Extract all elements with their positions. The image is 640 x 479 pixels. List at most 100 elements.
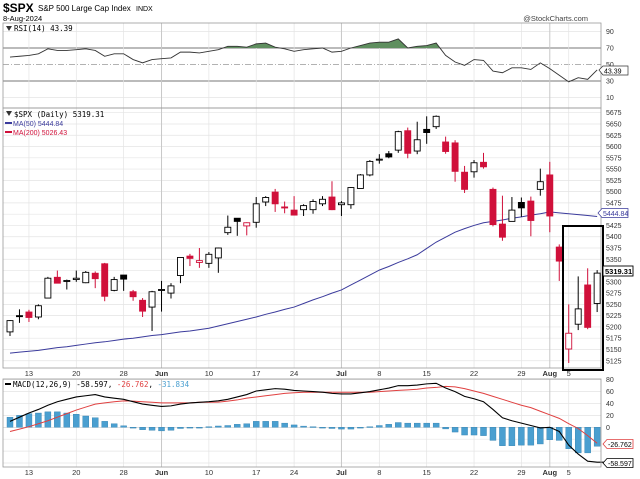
candle-body (233, 217, 241, 222)
candlestick (205, 252, 213, 268)
macd-histogram-bar (357, 427, 364, 429)
candle-body (177, 257, 184, 276)
date-tick-label: 13 (25, 468, 33, 477)
candlestick (16, 309, 23, 323)
candle-body (281, 206, 289, 209)
macd-histogram-bar (82, 415, 89, 428)
candlestick (375, 154, 383, 164)
rsi-last-value: 43.39 (604, 69, 622, 76)
candle-body (517, 201, 525, 209)
price-tick-label: 5275 (606, 291, 622, 298)
candle-body (25, 311, 33, 318)
candlestick (25, 309, 33, 322)
macd-histogram-bar (16, 415, 23, 428)
candle-body (385, 153, 393, 158)
ma50-last-tag: 5444.84 (597, 208, 628, 218)
candlestick (129, 289, 137, 301)
candlestick (252, 197, 260, 228)
candlestick (527, 196, 535, 237)
candlestick (366, 160, 374, 177)
candle-body (432, 115, 440, 128)
candlestick (555, 244, 563, 281)
security-name: S&P 500 Large Cap Index (38, 4, 131, 13)
candlestick (186, 253, 194, 267)
candle-body (44, 277, 52, 299)
macd-histogram-bar (234, 424, 241, 428)
date-tick-label: 8 (377, 468, 381, 477)
price-label: $SPX (Daily) 5319.31 (14, 110, 104, 119)
candlestick (158, 280, 165, 312)
macd-histogram-bar (565, 427, 572, 449)
macd-histogram-bar (527, 427, 535, 446)
candlestick (498, 195, 506, 241)
candle-body (186, 255, 194, 259)
macd-histogram-bar (489, 427, 497, 441)
macd-histogram-bar (73, 414, 80, 428)
macd-tick-label: 60 (606, 389, 614, 396)
candle-body (574, 308, 582, 325)
price-tick-label: 5500 (606, 189, 622, 196)
candle-body (555, 246, 563, 262)
candlestick (72, 270, 80, 282)
ma50-last-value: 5444.84 (603, 211, 628, 218)
price-tick-label: 5475 (606, 200, 622, 207)
date-tick-label: Aug (542, 369, 557, 378)
date-tick-label: 28 (119, 468, 127, 477)
candle-body (413, 139, 421, 152)
candle-body (34, 305, 42, 318)
date-tick-label: Jul (336, 468, 347, 477)
macd-histogram-bar (300, 425, 307, 428)
macd-histogram-bar (158, 427, 165, 432)
price-tick-label: 5200 (606, 324, 622, 331)
price-tick-label: 5125 (606, 358, 622, 365)
candlestick (451, 140, 459, 182)
candle-body (404, 130, 412, 154)
macd-histogram-bar (215, 425, 222, 428)
histogram-value: -31.834 (158, 380, 190, 389)
candle-body (461, 171, 469, 190)
macd-histogram-bar (584, 427, 591, 454)
macd-histogram-bar (167, 427, 175, 431)
candle-body (6, 320, 14, 333)
macd-histogram-bar (575, 427, 582, 454)
candle-body (366, 160, 374, 176)
date-tick-label: 17 (252, 369, 260, 378)
macd-tick-label: 20 (606, 413, 614, 420)
annotation-box (562, 225, 604, 371)
rsi-tick-label: 70 (606, 46, 614, 53)
macd-panel-border (2, 378, 602, 468)
macd-histogram-bar (25, 413, 33, 428)
macd-histogram-bar (432, 422, 440, 428)
candlestick (167, 283, 175, 299)
candle-body (243, 222, 251, 227)
candlestick (6, 320, 14, 336)
date-tick-label: Jun (155, 369, 169, 378)
macd-histogram-bar (593, 427, 601, 447)
macd-histogram-bar (92, 417, 99, 428)
macd-last-tag: -58.597 (602, 458, 634, 468)
macd-histogram-bar (319, 427, 326, 429)
candlestick (271, 188, 279, 212)
macd-tick-label: 40 (606, 401, 614, 408)
rsi-last-tag: 43.39 (598, 65, 629, 76)
macd-histogram-bar (110, 423, 118, 428)
macd-histogram-bar (546, 427, 553, 440)
candle-body (158, 289, 165, 291)
candle-body (498, 223, 506, 238)
candle-body (508, 209, 516, 222)
candlestick (214, 247, 222, 273)
macd-histogram-bar (537, 427, 544, 445)
panel-menu-icon[interactable] (6, 26, 12, 31)
candlestick (574, 276, 582, 331)
candlestick (536, 168, 544, 196)
macd-tick-label: 80 (606, 377, 614, 384)
panel-menu-icon[interactable] (6, 111, 12, 116)
rsi-tick-label: 10 (606, 95, 614, 102)
date-tick-label: 24 (290, 468, 298, 477)
macd-histogram-bar (347, 427, 355, 430)
date-tick-label: 15 (423, 369, 431, 378)
price-tick-label: 5350 (606, 257, 622, 264)
macd-histogram-bar (414, 422, 421, 428)
macd-histogram-bar (63, 412, 71, 428)
